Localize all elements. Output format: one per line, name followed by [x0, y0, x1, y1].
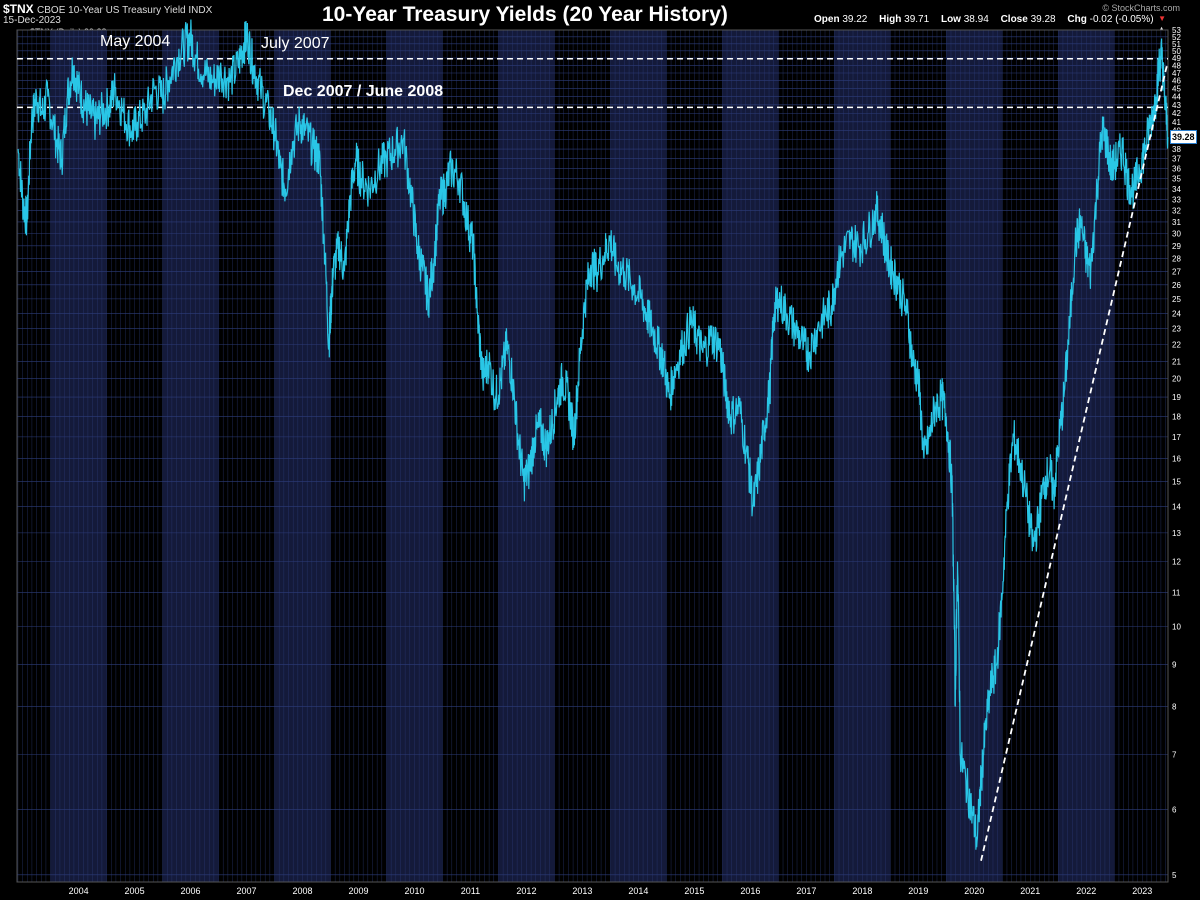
annotation-may-2004: May 2004 — [100, 33, 171, 50]
grid-lines — [16, 29, 1169, 883]
y-tick-label: 8 — [1172, 703, 1177, 712]
y-tick-label: 11 — [1172, 589, 1181, 598]
y-tick-label: 42 — [1172, 109, 1181, 118]
x-tick-label: 2014 — [628, 886, 648, 896]
close-label: Close — [1000, 14, 1028, 25]
x-tick-label: 2010 — [404, 886, 424, 896]
y-tick-label: 6 — [1172, 806, 1177, 815]
y-tick-label: 45 — [1172, 85, 1181, 94]
up-arrow-icon[interactable]: ▲ — [1157, 24, 1166, 34]
y-tick-label: 28 — [1172, 254, 1181, 263]
y-tick-label: 20 — [1172, 375, 1181, 384]
y-tick-label: 53 — [1172, 26, 1181, 35]
x-tick-label: 2007 — [237, 886, 257, 896]
y-tick-label: 43 — [1172, 101, 1181, 110]
x-tick-label: 2015 — [684, 886, 704, 896]
symbol-label: $TNX CBOE 10-Year US Treasury Yield INDX — [3, 2, 212, 16]
y-tick-label: 27 — [1172, 267, 1181, 276]
x-tick-label: 2016 — [740, 886, 760, 896]
open-value: 39.22 — [842, 14, 868, 25]
y-tick-label: 25 — [1172, 295, 1181, 304]
y-tick-label: 30 — [1172, 230, 1181, 239]
y-tick-label: 23 — [1172, 325, 1181, 334]
trendline — [980, 65, 1168, 861]
y-tick-label: 16 — [1172, 455, 1181, 464]
y-axis-ticks: 5 6 7 8 9 10 11 12 13 14 15 16 17 18 19 20 21 22 23 24 25 26 2… — [1172, 26, 1181, 880]
y-tick-label: 31 — [1172, 218, 1181, 227]
y-tick-label: 15 — [1172, 478, 1181, 487]
y-tick-label: 18 — [1172, 412, 1181, 421]
x-tick-label: 2011 — [461, 886, 480, 896]
ticker-description: CBOE 10-Year US Treasury Yield INDX — [37, 5, 213, 16]
y-tick-label: 22 — [1172, 341, 1181, 350]
y-tick-label: 17 — [1172, 433, 1181, 442]
x-tick-label: 2013 — [572, 886, 592, 896]
y-tick-label: 26 — [1172, 281, 1181, 290]
last-value-badge: 39.28 — [1170, 130, 1197, 144]
y-tick-label: 49 — [1172, 54, 1181, 63]
x-tick-label: 2021 — [1020, 886, 1040, 896]
yield-series-line — [17, 19, 1169, 850]
y-tick-label: 46 — [1172, 77, 1181, 86]
x-tick-label: 2019 — [908, 886, 928, 896]
x-tick-label: 2005 — [125, 886, 145, 896]
y-tick-label: 48 — [1172, 61, 1181, 70]
high-label: High — [879, 14, 902, 25]
y-tick-label: 35 — [1172, 174, 1181, 183]
chart-title: 10-Year Treasury Yields (20 Year History… — [322, 3, 728, 26]
x-tick-label: 2020 — [964, 886, 984, 896]
brand-watermark[interactable]: © StockCharts.com — [1102, 3, 1180, 13]
y-tick-label: 37 — [1172, 155, 1181, 164]
low-label: Low — [940, 14, 961, 25]
y-tick-label: 33 — [1172, 196, 1181, 205]
reference-lines — [17, 58, 1168, 109]
y-tick-label: 14 — [1172, 502, 1181, 511]
x-tick-label: 2022 — [1076, 886, 1096, 896]
y-tick-label: 36 — [1172, 164, 1181, 173]
chg-label: Chg — [1067, 14, 1087, 25]
chart-date: 15-Dec-2023 — [3, 15, 61, 26]
y-tick-label: 51 — [1172, 40, 1181, 49]
y-tick-label: 9 — [1172, 660, 1177, 669]
y-tick-label: 12 — [1172, 558, 1181, 567]
annotation-dec-2007-june-2008: Dec 2007 / June 2008 — [283, 83, 444, 100]
x-tick-label: 2012 — [516, 886, 536, 896]
y-tick-label: 19 — [1172, 393, 1181, 402]
y-tick-label: 47 — [1172, 69, 1181, 78]
y-tick-label: 10 — [1172, 623, 1181, 632]
y-tick-label: 50 — [1172, 47, 1181, 56]
x-axis-ticks: 2004 2005 2006 2007 2008 2009 2010 2011 2012 2013… — [69, 886, 1153, 896]
y-tick-label: 21 — [1172, 357, 1181, 366]
y-tick-label: 29 — [1172, 242, 1181, 251]
x-tick-label: 2008 — [292, 886, 312, 896]
high-value: 39.71 — [904, 14, 930, 25]
annotation-july-2007: July 2007 — [261, 35, 330, 52]
ohlc-readout: Open 39.22 High 39.71 Low 38.94 Close 39… — [814, 14, 1163, 25]
y-tick-label: 41 — [1172, 118, 1181, 127]
x-tick-label: 2004 — [69, 886, 89, 896]
x-tick-label: 2009 — [348, 886, 368, 896]
open-label: Open — [814, 14, 840, 25]
y-tick-label: 24 — [1172, 309, 1181, 318]
y-tick-label: 44 — [1172, 93, 1181, 102]
y-tick-label: 32 — [1172, 207, 1181, 216]
y-tick-label: 52 — [1172, 33, 1181, 42]
ticker: $TNX — [3, 2, 34, 16]
y-tick-label: 5 — [1172, 871, 1177, 880]
low-value: 38.94 — [963, 14, 989, 25]
y-tick-label: 13 — [1172, 529, 1181, 538]
x-tick-label: 2006 — [181, 886, 201, 896]
x-tick-label: 2023 — [1132, 886, 1152, 896]
x-tick-label: 2017 — [796, 886, 816, 896]
down-arrow-icon[interactable]: ▼ — [1158, 14, 1166, 23]
plot-frame — [16, 29, 1169, 883]
y-tick-label: 7 — [1172, 750, 1177, 759]
chg-value: -0.02 (-0.05%) — [1089, 14, 1154, 25]
x-tick-label: 2018 — [852, 886, 872, 896]
y-tick-label: 34 — [1172, 185, 1181, 194]
y-tick-label: 38 — [1172, 145, 1181, 154]
close-value: 39.28 — [1030, 14, 1056, 25]
